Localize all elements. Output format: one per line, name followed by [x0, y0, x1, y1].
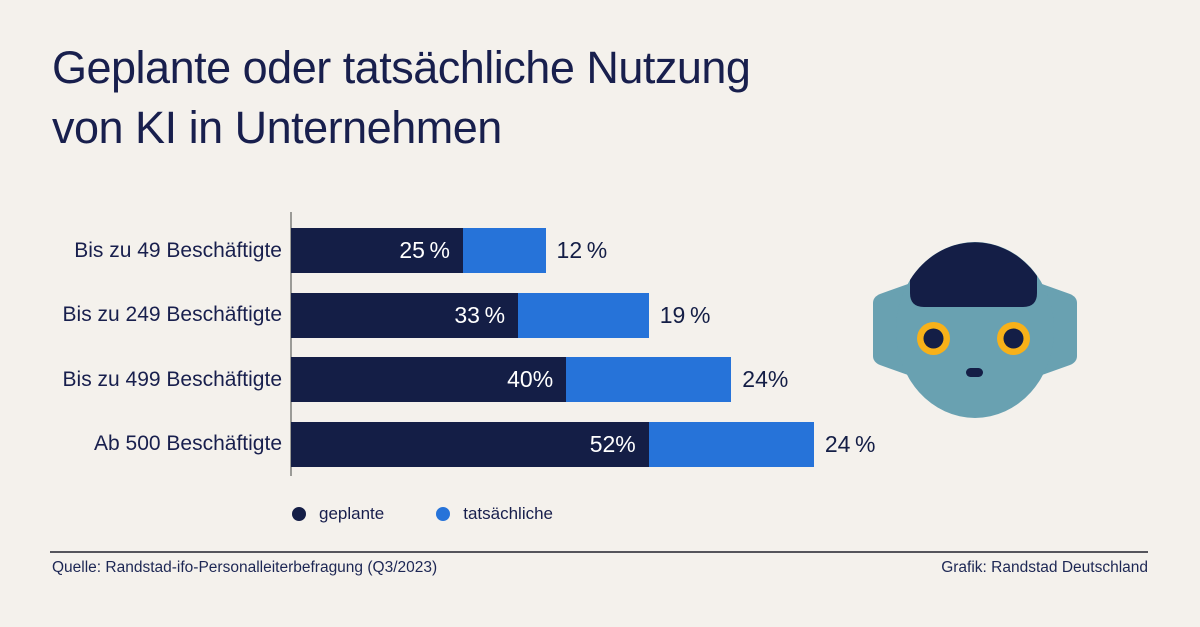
bar-stack: 40% 24% — [291, 357, 788, 402]
bar-segment-geplante: 40% — [291, 357, 567, 402]
value-label-outside: 12 % — [556, 237, 608, 263]
value-label-inside: 33 % — [454, 301, 506, 328]
legend-label: tatsächliche — [463, 504, 554, 523]
legend-dot-icon — [292, 507, 306, 521]
legend-item: geplante — [292, 504, 384, 524]
legend-label: geplante — [319, 504, 385, 523]
footer-divider — [50, 551, 1148, 553]
robot-mouth — [966, 368, 983, 377]
legend-item: tatsächliche — [436, 504, 553, 524]
legend: geplante tatsächliche — [292, 504, 553, 524]
value-label-outside: 19 % — [659, 301, 711, 328]
bar-stack: 25 % 12 % — [291, 228, 607, 273]
bar-rows: Bis zu 49 Beschäftigte 25 % 12 % Bis zu 249… — [0, 228, 1200, 486]
legend-dot-icon — [436, 507, 451, 521]
robot-cap — [910, 242, 1037, 307]
credit-text: Grafik: Randstad Deutschland — [941, 559, 1148, 576]
bar-stack: 52% 24 % — [291, 421, 876, 467]
robot-left-pupil — [923, 328, 944, 349]
category-label: Bis zu 499 Beschäftigte — [62, 367, 282, 391]
value-label-inside: 40% — [507, 366, 554, 392]
category-label: Ab 500 Beschäftigte — [94, 432, 282, 455]
bar-row: Bis zu 249 Beschäftigte 33 % 19 % — [0, 292, 1200, 338]
bar-segment-tatsaechliche — [463, 228, 546, 273]
bar-segment-tatsaechliche — [566, 357, 732, 402]
value-label-outside: 24 % — [824, 430, 876, 457]
bar-row: Bis zu 499 Beschäftigte 40% 24% — [0, 357, 1200, 402]
robot-right-pupil — [1003, 328, 1024, 349]
chart-title: Geplante oder tatsächliche Nutzung von K… — [52, 38, 751, 158]
source-text: Quelle: Randstad-ifo-Personalleiterbefra… — [52, 559, 438, 576]
bar-row: Ab 500 Beschäftigte 52% 24 % — [0, 421, 1200, 467]
chart-title-line2: von KI in Unternehmen — [52, 102, 502, 153]
value-label-outside: 24% — [742, 366, 789, 392]
category-label: Bis zu 49 Beschäftigte — [74, 238, 282, 262]
y-axis-line — [290, 212, 292, 476]
category-label: Bis zu 249 Beschäftigte — [62, 303, 282, 326]
bar-segment-geplante: 25 % — [291, 228, 463, 273]
chart-title-line1: Geplante oder tatsächliche Nutzung — [52, 42, 751, 93]
bar-row: Bis zu 49 Beschäftigte 25 % 12 % — [0, 228, 1200, 273]
bar-segment-geplante: 52% — [291, 421, 649, 467]
bar-segment-tatsaechliche — [518, 292, 649, 338]
value-label-inside: 25 % — [399, 237, 450, 263]
bar-segment-tatsaechliche — [648, 421, 814, 467]
bar-stack: 33 % 19 % — [291, 292, 711, 338]
value-label-inside: 52% — [589, 430, 636, 457]
robot-illustration — [873, 242, 1077, 418]
bar-segment-geplante: 33 % — [291, 292, 519, 338]
